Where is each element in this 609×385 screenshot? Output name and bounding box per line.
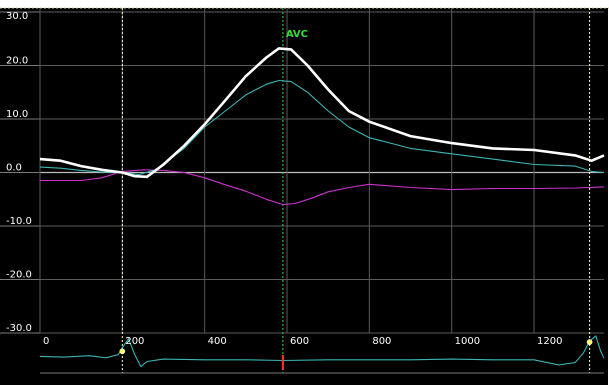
y-tick-label: -30.0: [6, 323, 32, 334]
ecg-strip: [39, 335, 605, 374]
y-tick-label: 30.0: [6, 11, 28, 22]
x-tick-label: 0: [43, 336, 49, 347]
ecg-marker-point: [119, 348, 126, 355]
tick-labels: 30.0 20.0 10.0 0.0 -10.0 -20.0 -30.0 0 200 400 600…: [6, 11, 562, 347]
plot-background: [0, 8, 608, 385]
y-tick-label: 0.0: [6, 163, 22, 174]
x-tick-label: 200: [125, 336, 144, 347]
y-tick-label: 10.0: [6, 109, 28, 120]
series-lines: [39, 47, 605, 206]
x-tick-label: 600: [290, 336, 309, 347]
x-tick-label: 400: [208, 336, 227, 347]
grid: [0, 8, 604, 334]
ecg-marker-point: [586, 339, 593, 345]
y-tick-label: -20.0: [6, 270, 32, 281]
y-tick-label: 20.0: [6, 56, 28, 67]
x-tick-label: 1000: [455, 336, 480, 347]
y-tick-label: -10.0: [6, 216, 32, 227]
annotation-label: AVC: [286, 29, 308, 40]
series-line: [39, 47, 605, 179]
x-tick-label: 1200: [537, 336, 562, 347]
x-tick-label: 800: [372, 336, 391, 347]
vertical-markers: [121, 8, 591, 373]
